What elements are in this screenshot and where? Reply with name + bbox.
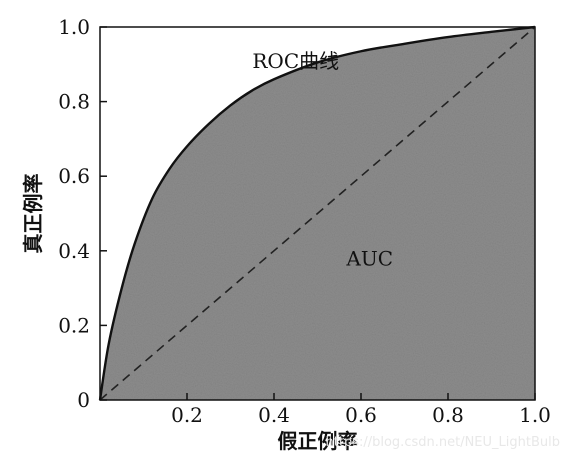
- diagonal-reference-line: [99, 26, 536, 401]
- plot-frame: [99, 26, 536, 401]
- x-axis-label: 假正例率: [278, 429, 358, 453]
- y-tick-label: 0.4: [58, 239, 90, 263]
- y-tick-label: 0: [77, 388, 90, 412]
- y-axis-label: 真正例率: [21, 174, 45, 254]
- x-tick-label: 1.0: [519, 403, 551, 427]
- y-tick-label: 1.0: [58, 15, 90, 39]
- roc-curve-annotation: ROC曲线: [252, 49, 339, 73]
- x-tick-label: 0.6: [345, 403, 377, 427]
- axis-ticks: 0.2 0.4 0.6 0.8 1.0 0 0.2 0.4 0.6 0.8 1.0: [58, 15, 551, 427]
- x-tick-label: 0.8: [432, 403, 464, 427]
- watermark: https://blog.csdn.net/NEU_LightBulb: [326, 435, 560, 450]
- y-tick-label: 0.6: [58, 164, 90, 188]
- x-tick-label: 0.2: [171, 403, 203, 427]
- y-tick-label: 0.8: [58, 90, 90, 114]
- x-tick-label: 0.4: [258, 403, 290, 427]
- auc-annotation: AUC: [345, 247, 393, 271]
- y-tick-label: 0.2: [58, 313, 90, 337]
- roc-curve: [98, 25, 536, 401]
